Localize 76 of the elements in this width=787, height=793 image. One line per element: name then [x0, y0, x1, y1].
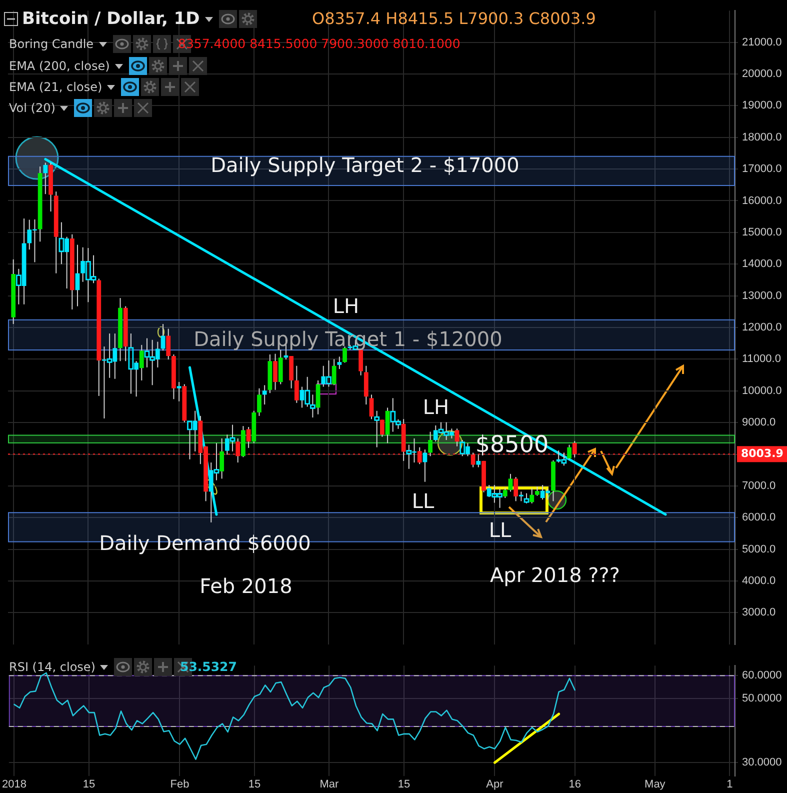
x-tick-label: 15 [82, 778, 96, 790]
candlestick [530, 488, 534, 504]
candlestick [220, 438, 224, 480]
y-tick-label: 50.0000 [742, 692, 782, 705]
annotation: O8357.4 H8415.5 L7900.3 C8003.9 [312, 9, 596, 29]
x-tick-label: May [644, 778, 666, 790]
candlestick [337, 356, 342, 370]
x-tick-label: 1 [726, 778, 733, 790]
candlestick [262, 384, 267, 406]
x-tick-label: 15 [398, 778, 410, 790]
annotation: 53.5327 [180, 659, 237, 675]
annotation: Apr 2018 ??? [490, 562, 620, 588]
y-tick-label: 20000.0 [742, 68, 782, 80]
candlestick [508, 473, 513, 492]
candlestick [476, 454, 481, 468]
candlestick [454, 428, 460, 447]
y-tick-label: 3000.0 [742, 606, 776, 619]
candlestick [273, 353, 278, 390]
x-tick-label: 2018 [2, 778, 26, 790]
y-tick-label: 4000.0 [742, 575, 776, 588]
annotation: LL [412, 488, 434, 514]
candlestick [514, 476, 518, 502]
candlestick [257, 388, 262, 416]
candlestick [518, 491, 524, 502]
annotation: Boring Candle [9, 36, 94, 52]
x-tick-label: Feb [170, 778, 190, 790]
candlestick [176, 382, 182, 402]
candlestick [160, 324, 166, 352]
candlestick [502, 488, 508, 498]
candlestick [428, 431, 432, 457]
y-tick-label: 5000.0 [742, 543, 776, 556]
candlestick [567, 444, 572, 460]
annotation: 8357.4000 8415.5000 7900.3000 8010.1000 [178, 36, 460, 52]
annotation: EMA (200, close) [9, 58, 110, 74]
candlestick [316, 380, 320, 415]
y-tick-label: 30.0000 [742, 756, 782, 769]
annotation: Daily Supply Target 2 - $17000 [210, 152, 520, 178]
y-tick-label: 7000.0 [742, 480, 776, 492]
annotation: Vol (20) [9, 100, 56, 116]
y-tick-label: 19000.0 [742, 100, 782, 112]
y-tick-label: 60.0000 [742, 670, 782, 682]
candlestick [294, 365, 299, 404]
y-tick-label: 21000.0 [742, 36, 782, 48]
y-tick-label: 11000.0 [742, 353, 781, 366]
annotation: Feb 2018 [200, 573, 292, 599]
x-tick-label: 15 [248, 778, 261, 790]
y-tick-label: 10000.0 [742, 384, 782, 397]
y-tick-label: 13000.0 [742, 290, 782, 302]
candlestick [246, 426, 251, 448]
y-tick-label: 14000.0 [742, 258, 782, 270]
x-tick-label: 16 [568, 778, 581, 790]
y-tick-label: 18000.0 [742, 131, 782, 144]
candlestick [332, 358, 336, 386]
ref-line-label: 8003.9 [741, 446, 784, 460]
y-tick-label: 6000.0 [742, 512, 776, 524]
annotation: LH [332, 293, 360, 319]
candlestick [369, 394, 374, 420]
chart-title: RSI (14, close) [9, 659, 96, 675]
candlestick [385, 407, 390, 444]
annotation: LH [422, 394, 450, 420]
y-tick-label: 15000.0 [742, 226, 782, 238]
x-tick-label: Mar [320, 778, 340, 790]
annotation: LL [488, 517, 512, 543]
candlestick [166, 328, 171, 360]
y-tick-label: 17000.0 [742, 163, 782, 176]
candlestick [139, 344, 144, 381]
y-tick-label: 9000.0 [742, 416, 776, 429]
chart-title: Bitcoin / Dollar, 1D [22, 8, 200, 30]
y-tick-label: 16000.0 [742, 194, 782, 207]
annotation: EMA (21, close) [9, 79, 102, 95]
candlestick [422, 449, 428, 482]
x-tick-label: Apr [486, 778, 504, 790]
candlestick [535, 486, 540, 496]
y-tick-label: 12000.0 [742, 322, 782, 334]
candlestick [380, 419, 384, 438]
candlestick [417, 446, 422, 465]
